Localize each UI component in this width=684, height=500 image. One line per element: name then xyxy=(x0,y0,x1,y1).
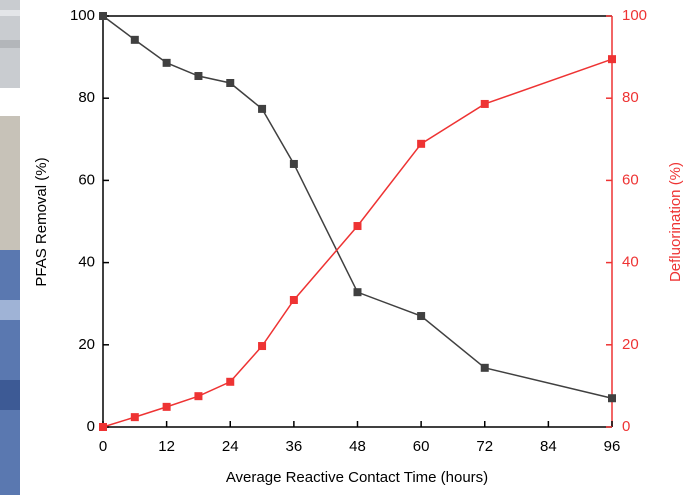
marker xyxy=(258,104,267,113)
x-tick-label: 48 xyxy=(349,438,366,455)
y2-tick-label: 0 xyxy=(622,418,630,435)
y2-tick-label: 40 xyxy=(622,254,639,271)
marker xyxy=(608,55,616,64)
marker xyxy=(417,312,426,321)
x-tick-label: 72 xyxy=(476,438,493,455)
marker xyxy=(162,402,171,411)
marker xyxy=(608,394,616,403)
photo-strip xyxy=(0,0,20,495)
marker xyxy=(130,413,139,422)
y-tick-label: 60 xyxy=(78,171,95,188)
x-axis-title: Average Reactive Contact Time (hours) xyxy=(226,469,488,486)
x-tick-label: 84 xyxy=(540,438,557,455)
marker xyxy=(162,58,171,67)
marker xyxy=(99,12,107,20)
marker xyxy=(99,423,107,431)
marker xyxy=(258,342,267,351)
y-axis-title: PFAS Removal (%) xyxy=(33,157,50,286)
marker xyxy=(353,222,362,231)
y2-tick-label: 60 xyxy=(622,171,639,188)
x-tick-label: 24 xyxy=(222,438,239,455)
marker xyxy=(194,72,203,81)
y-tick-label: 0 xyxy=(87,418,95,435)
marker xyxy=(417,139,426,148)
marker xyxy=(226,377,235,386)
x-tick-label: 60 xyxy=(413,438,430,455)
marker xyxy=(353,288,362,297)
marker xyxy=(194,392,203,401)
marker xyxy=(480,363,489,372)
marker xyxy=(130,35,139,44)
y2-tick-label: 100 xyxy=(622,7,647,24)
y-tick-label: 80 xyxy=(78,89,95,106)
x-tick-label: 12 xyxy=(158,438,175,455)
y2-tick-label: 20 xyxy=(622,336,639,353)
marker xyxy=(226,78,235,87)
series-line xyxy=(102,58,613,428)
x-tick-label: 96 xyxy=(604,438,621,455)
x-tick-label: 36 xyxy=(286,438,303,455)
series-line xyxy=(102,15,613,399)
y-tick-label: 40 xyxy=(78,254,95,271)
y2-tick-label: 80 xyxy=(622,89,639,106)
y-tick-label: 20 xyxy=(78,336,95,353)
marker xyxy=(289,296,298,305)
marker xyxy=(480,99,489,108)
y-tick-label: 100 xyxy=(70,7,95,24)
y2-axis-title: Defluorination (%) xyxy=(667,162,684,282)
x-tick-label: 0 xyxy=(99,438,107,455)
marker xyxy=(289,159,298,168)
